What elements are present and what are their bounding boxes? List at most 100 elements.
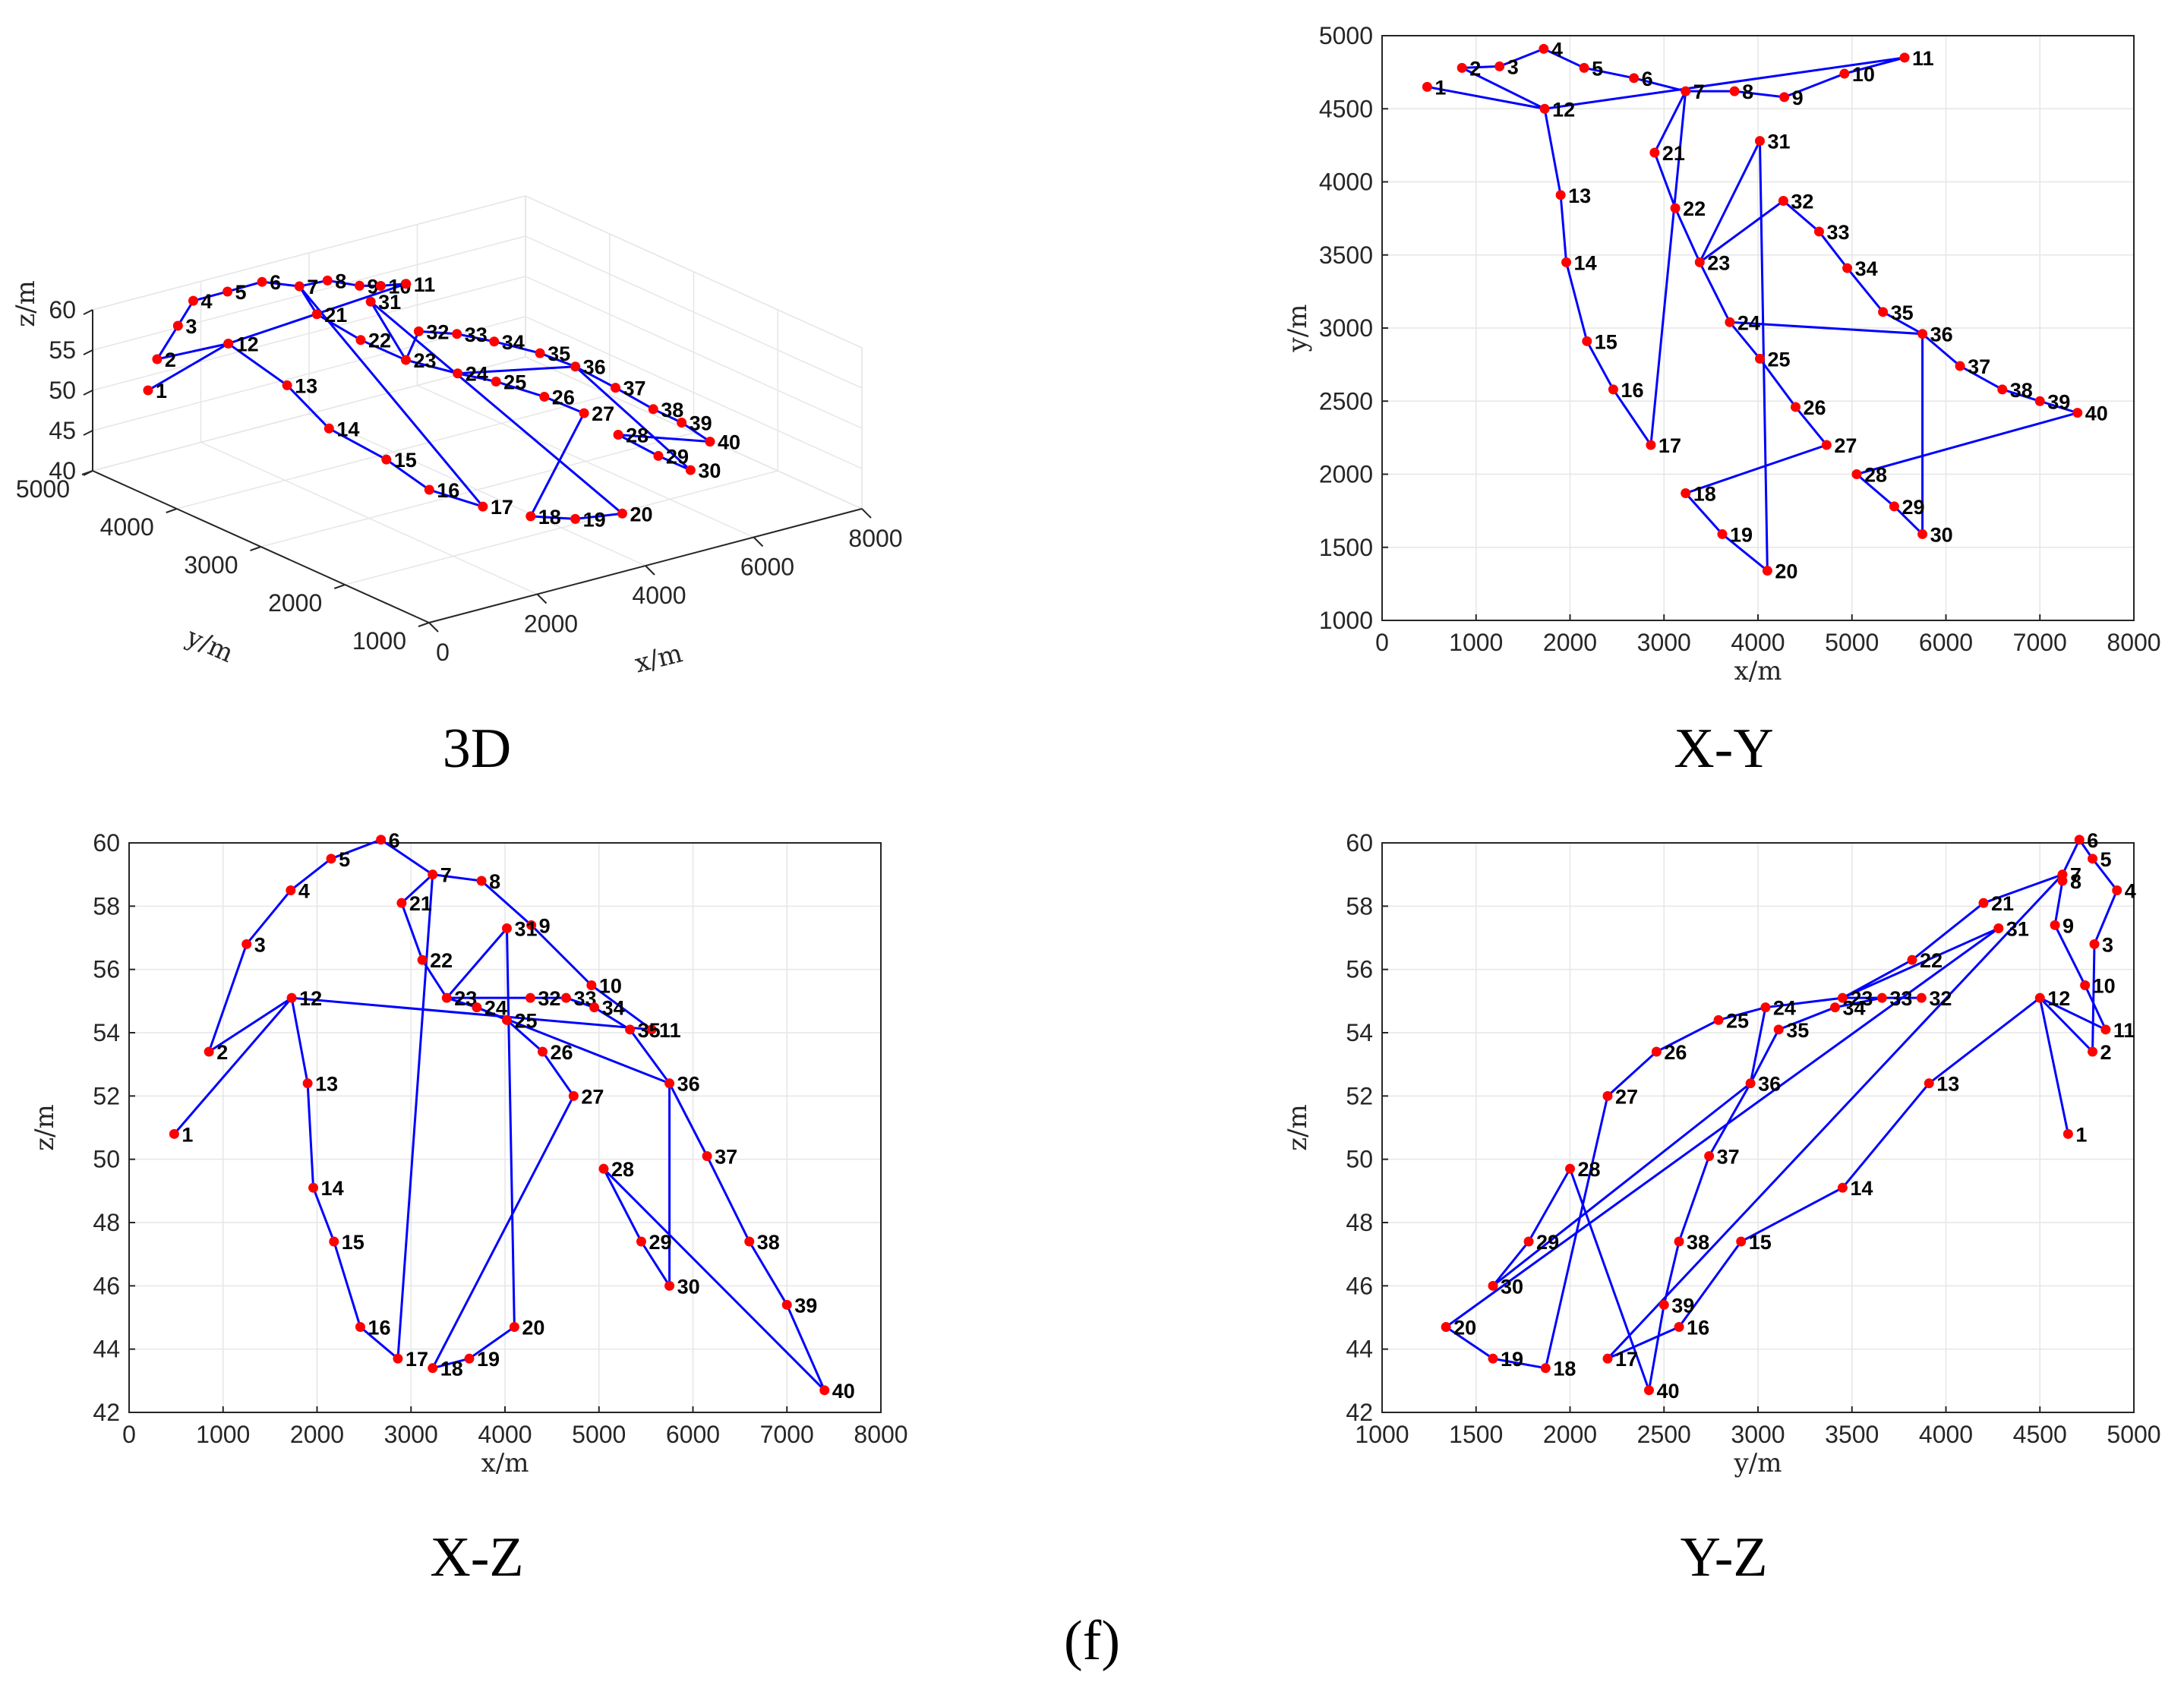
grid-line [345,470,778,585]
point-label-2: 2 [165,349,176,371]
x-tick-label: 4500 [2013,1421,2067,1448]
point-marker-3 [241,939,252,949]
caption-3d: 3D [443,718,511,780]
point-label-9: 9 [367,275,378,298]
point-label-29: 29 [666,445,689,468]
point-marker-5 [326,854,336,864]
axes-frame [128,842,882,1413]
point-marker-30 [1917,529,1928,539]
point-label-31: 31 [1767,131,1790,153]
point-label-39: 39 [1671,1294,1694,1317]
point-label-4: 4 [2125,880,2136,903]
y-tick-label: 58 [93,892,120,920]
y-tick-label: 44 [93,1336,120,1363]
x-tick-label: 6000 [666,1421,720,1448]
x-tick-mark [428,622,439,633]
point-label-20: 20 [630,503,652,525]
point-label-20: 20 [1453,1317,1476,1339]
y-axis-label: y/m [181,621,238,669]
x-tick-label: 1000 [196,1421,250,1448]
point-label-7: 7 [1693,80,1705,103]
point-label-20: 20 [1775,560,1797,583]
point-label-18: 18 [1553,1358,1576,1381]
point-marker-36 [1745,1078,1756,1089]
point-marker-3 [2089,939,2100,949]
point-marker-16 [355,1322,365,1332]
point-marker-1 [1422,81,1432,92]
point-label-19: 19 [1730,523,1753,546]
axes-frame [1381,842,2135,1413]
point-marker-27 [579,408,589,418]
grid-line [525,276,863,429]
point-label-34: 34 [1842,997,1865,1020]
z-tick-label: 55 [49,336,76,364]
x-tick-label: 4000 [1919,1421,1973,1448]
point-label-33: 33 [1826,221,1849,244]
point-marker-32 [413,326,424,336]
point-label-30: 30 [1501,1275,1523,1298]
point-marker-19 [464,1353,475,1364]
point-label-4: 4 [201,290,213,313]
point-marker-15 [329,1236,339,1247]
y-tick-label: 48 [1346,1209,1373,1236]
point-marker-6 [1629,73,1640,84]
y-tick-label: 56 [93,956,120,983]
point-marker-14 [1837,1182,1848,1193]
pane-edge [525,356,863,510]
point-marker-9 [354,280,365,291]
point-label-37: 37 [1717,1146,1740,1169]
point-marker-4 [2112,885,2122,895]
y-tick-label: 3000 [184,551,238,579]
x-axis-label: x/m [632,638,686,679]
y-tick-label: 4000 [100,513,154,541]
y-tick-label: 42 [93,1399,120,1426]
point-label-5: 5 [339,848,350,871]
y-tick-label: 50 [1346,1146,1373,1173]
point-marker-23 [1837,992,1848,1003]
point-marker-27 [1821,440,1832,450]
point-label-16: 16 [1621,379,1643,402]
point-label-9: 9 [1792,87,1804,109]
x-tick-label: 0 [122,1421,136,1448]
point-label-4: 4 [298,880,310,903]
caption-xy: X-Y [1674,718,1774,780]
route-line [173,838,826,1391]
point-label-6: 6 [389,829,400,852]
point-marker-39 [781,1299,792,1310]
point-label-4: 4 [1551,38,1563,61]
point-label-31: 31 [514,918,537,941]
point-label-13: 13 [1936,1073,1959,1096]
point-marker-35 [625,1024,636,1035]
y-tick-label: 56 [1346,956,1373,983]
point-label-29: 29 [1536,1231,1559,1254]
point-marker-30 [685,465,696,475]
point-label-5: 5 [235,281,247,304]
point-label-3: 3 [1507,55,1519,78]
y-tick-label: 1500 [1319,534,1373,561]
point-marker-29 [636,1236,646,1247]
y-tick-label: 46 [93,1272,120,1299]
point-marker-40 [1643,1385,1654,1396]
point-label-6: 6 [270,271,281,294]
point-marker-38 [744,1236,755,1247]
point-marker-40 [705,437,715,447]
point-label-40: 40 [2085,402,2108,425]
point-marker-32 [1778,196,1788,207]
point-marker-14 [308,1182,319,1193]
point-marker-4 [188,295,199,306]
point-label-2: 2 [1469,57,1481,80]
y-tick-label: 3000 [1319,314,1373,342]
y-tick-label: 50 [93,1146,120,1173]
point-marker-13 [1555,190,1566,200]
x-tick-label: 8000 [2107,629,2160,656]
point-marker-15 [381,454,392,465]
point-marker-18 [428,1363,438,1374]
point-marker-21 [311,309,322,320]
point-marker-12 [223,339,234,349]
point-marker-16 [1674,1322,1684,1332]
point-label-7: 7 [440,864,452,887]
x-tick-label: 5000 [572,1421,626,1448]
grid-line [525,235,863,389]
point-label-40: 40 [718,431,740,454]
